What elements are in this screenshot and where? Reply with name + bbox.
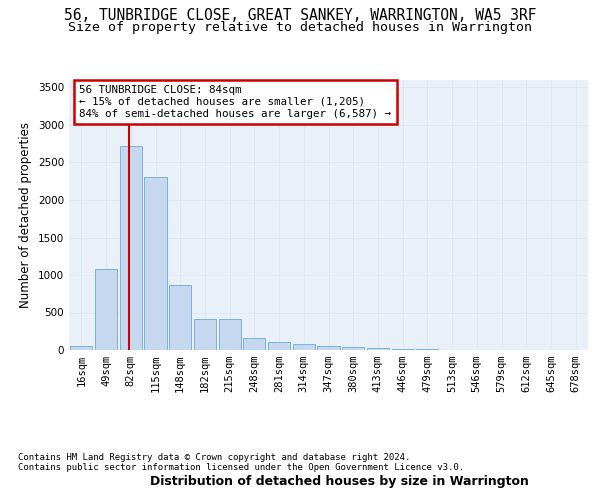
Text: Contains HM Land Registry data © Crown copyright and database right 2024.: Contains HM Land Registry data © Crown c… [18, 454, 410, 462]
Bar [317, 346, 340, 350]
Y-axis label: Number of detached properties: Number of detached properties [19, 122, 32, 308]
Text: Size of property relative to detached houses in Warrington: Size of property relative to detached ho… [68, 21, 532, 34]
Bar [293, 344, 315, 350]
Bar [392, 348, 414, 350]
Bar [169, 285, 191, 350]
Bar [145, 178, 167, 350]
Bar [194, 318, 216, 350]
Text: 56, TUNBRIDGE CLOSE, GREAT SANKEY, WARRINGTON, WA5 3RF: 56, TUNBRIDGE CLOSE, GREAT SANKEY, WARRI… [64, 8, 536, 22]
Bar [367, 348, 389, 350]
Bar [70, 346, 92, 350]
Bar [243, 338, 265, 350]
Text: Contains public sector information licensed under the Open Government Licence v3: Contains public sector information licen… [18, 464, 464, 472]
Bar [268, 342, 290, 350]
Bar [95, 269, 117, 350]
Bar [416, 349, 439, 350]
Bar [119, 146, 142, 350]
Bar [342, 347, 364, 350]
Text: Distribution of detached houses by size in Warrington: Distribution of detached houses by size … [149, 474, 529, 488]
Bar [218, 318, 241, 350]
Text: 56 TUNBRIDGE CLOSE: 84sqm
← 15% of detached houses are smaller (1,205)
84% of se: 56 TUNBRIDGE CLOSE: 84sqm ← 15% of detac… [79, 86, 391, 118]
